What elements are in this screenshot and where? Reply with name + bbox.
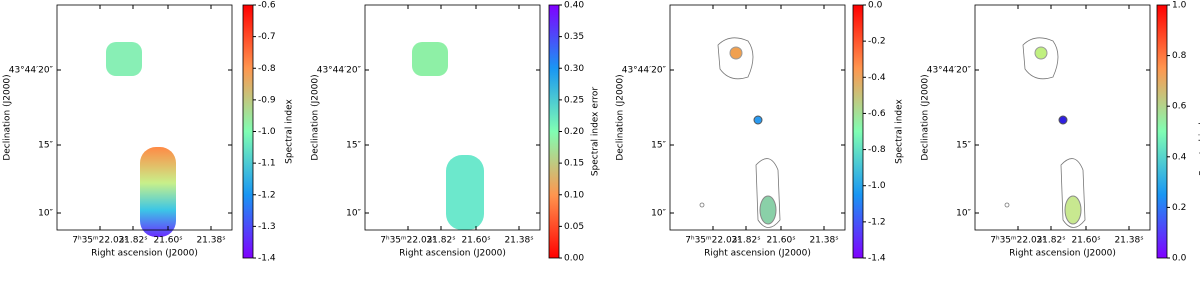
colorbar (1156, 4, 1168, 259)
axes-frame (669, 4, 846, 231)
y-tick-label: 43°44′20″ (317, 66, 362, 76)
x-tick-label: 21.38ˢ (504, 236, 533, 246)
colorbar-tick-label: -1.2 (868, 217, 886, 227)
x-tick-label: 21.82ˢ (426, 236, 455, 246)
colorbar (242, 4, 254, 259)
image-4 (1004, 37, 1086, 228)
colorbar-tick-label: 0.4 (1172, 152, 1187, 162)
colorbar-tick-label: 0.25 (564, 95, 584, 105)
colorbar (852, 4, 864, 259)
x-tick-label: 7ʰ35ᵐ22.03ˢ (72, 236, 128, 246)
x-tick-label: 21.60ˢ (766, 236, 795, 246)
x-tick-label: 21.82ˢ (1036, 236, 1065, 246)
colorbar-tick-label: 0.20 (564, 127, 584, 137)
colorbar-tick-label: 0.6 (1172, 102, 1187, 112)
y-tick-label: 15″ (346, 141, 361, 151)
colorbar-tick-label: -1.1 (258, 159, 276, 169)
y-axis-label: Declination (J2000) (616, 74, 626, 160)
colorbar-tick-label: -1.4 (868, 254, 886, 264)
x-tick-label: 21.38ˢ (809, 236, 838, 246)
colorbar-label: Spectral index (285, 99, 295, 164)
colorbar-tick-label: -1.4 (258, 254, 276, 264)
colorbar-tick-label: 0.0 (1172, 254, 1187, 264)
colorbar-tick-label: -1.2 (258, 190, 276, 200)
colorbar (548, 4, 560, 259)
colorbar-label: Spectral index (895, 99, 905, 164)
colorbar-tick-label: 0.10 (564, 190, 584, 200)
colorbar-tick-label: 0.2 (1172, 203, 1186, 213)
axes-frame (974, 4, 1151, 231)
y-tick-label: 15″ (38, 141, 53, 151)
colorbar-tick-label: 0.30 (564, 64, 584, 74)
x-tick-label: 21.38ˢ (196, 236, 225, 246)
x-tick-label: 21.82ˢ (118, 236, 147, 246)
x-tick-label: 21.60ˢ (461, 236, 490, 246)
y-tick-label: 43°44′20″ (9, 66, 54, 76)
colorbar-tick-label: 0.15 (564, 159, 584, 169)
x-tick-label: 21.82ˢ (731, 236, 760, 246)
colorbar-tick-label: -0.4 (868, 73, 886, 83)
colorbar-tick-label: -0.9 (258, 95, 276, 105)
colorbar-tick-label: 0.8 (1172, 51, 1187, 61)
image-2 (412, 42, 484, 230)
colorbar-tick-label: -1.0 (868, 181, 886, 191)
colorbar-tick-label: -0.6 (868, 109, 886, 119)
colorbar-label: Spectral index error (1199, 87, 1200, 177)
x-tick-label: 21.60ˢ (153, 236, 182, 246)
y-axis-label: Declination (J2000) (3, 74, 13, 160)
colorbar-label: Spectral index error (591, 87, 601, 177)
colorbar-tick-label: 1.0 (1172, 1, 1187, 11)
y-axis-label: Declination (J2000) (311, 74, 321, 160)
colorbar-tick-label: 0.35 (564, 32, 584, 42)
axes-frame (56, 4, 233, 231)
colorbar-tick-label: -1.3 (258, 222, 276, 232)
y-tick-label: 10″ (38, 209, 53, 219)
y-axis-label: Declination (J2000) (921, 74, 931, 160)
y-tick-label: 43°44′20″ (927, 66, 972, 76)
colorbar-tick-label: -0.6 (258, 1, 276, 11)
y-tick-label: 10″ (956, 209, 971, 219)
colorbar-tick-label: -0.2 (868, 37, 886, 47)
x-axis-label: Right ascension (J2000) (91, 249, 198, 259)
axes-frame (364, 4, 541, 231)
colorbar-tick-label: -0.7 (258, 32, 276, 42)
x-axis-label: Right ascension (J2000) (399, 249, 506, 259)
colorbar-tick-label: -0.8 (258, 64, 276, 74)
x-tick-label: 7ʰ35ᵐ22.03ˢ (380, 236, 436, 246)
y-tick-label: 43°44′20″ (622, 66, 667, 76)
colorbar-tick-label: 0.00 (564, 254, 584, 264)
y-tick-label: 10″ (346, 209, 361, 219)
x-axis-label: Right ascension (J2000) (1009, 249, 1116, 259)
x-axis-label: Right ascension (J2000) (704, 249, 811, 259)
colorbar-tick-label: 0.05 (564, 222, 584, 232)
y-tick-label: 10″ (651, 209, 666, 219)
x-tick-label: 21.38ˢ (1114, 236, 1143, 246)
y-tick-label: 15″ (651, 141, 666, 151)
colorbar-tick-label: 0.40 (564, 1, 584, 11)
image-1 (106, 42, 176, 237)
colorbar-tick-label: -0.8 (868, 145, 886, 155)
x-tick-label: 7ʰ35ᵐ22.03ˢ (685, 236, 741, 246)
y-tick-label: 15″ (956, 141, 971, 151)
x-tick-label: 7ʰ35ᵐ22.03ˢ (990, 236, 1046, 246)
colorbar-tick-label: -1.0 (258, 127, 276, 137)
image-3 (699, 37, 781, 228)
colorbar-tick-label: 0.0 (868, 1, 883, 11)
x-tick-label: 21.60ˢ (1071, 236, 1100, 246)
